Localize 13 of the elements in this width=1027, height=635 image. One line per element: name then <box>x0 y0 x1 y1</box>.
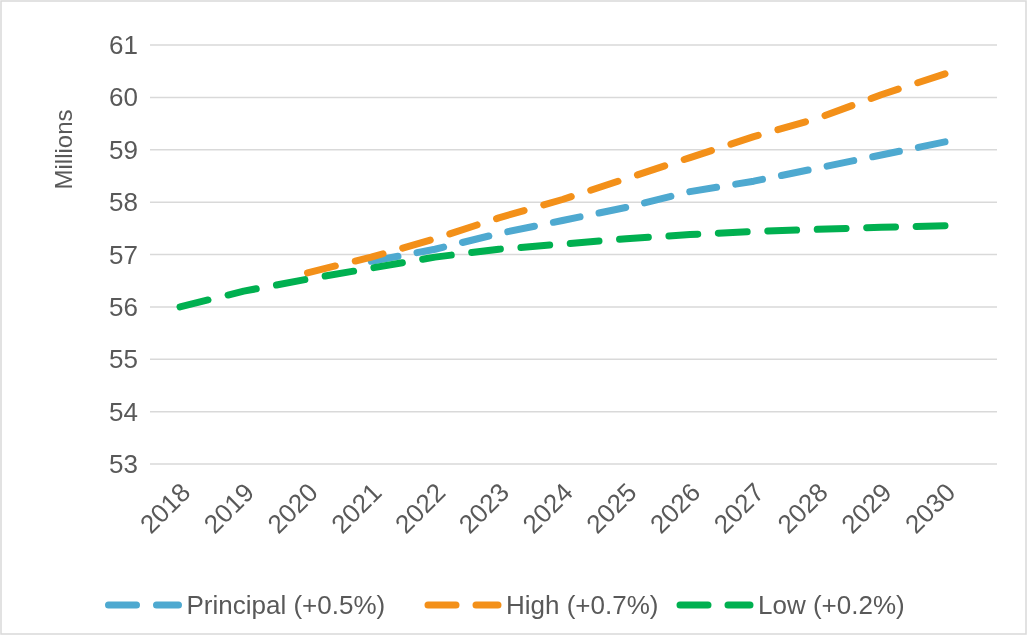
legend-label: High (+0.7%) <box>506 590 659 621</box>
legend-label: Principal (+0.5%) <box>186 590 386 621</box>
y-tick-label: 53 <box>109 449 138 480</box>
y-tick-label: 59 <box>109 134 138 165</box>
y-tick-label: 60 <box>109 82 138 113</box>
y-tick-label: 54 <box>109 396 138 427</box>
legend-label: Low (+0.2%) <box>758 590 905 621</box>
y-axis-title: Millions <box>50 109 77 190</box>
y-tick-label: 56 <box>109 291 138 322</box>
y-tick-label: 58 <box>109 187 138 218</box>
y-tick-label: 61 <box>109 30 138 61</box>
y-tick-label: 55 <box>109 344 138 375</box>
y-tick-label: 57 <box>109 239 138 270</box>
